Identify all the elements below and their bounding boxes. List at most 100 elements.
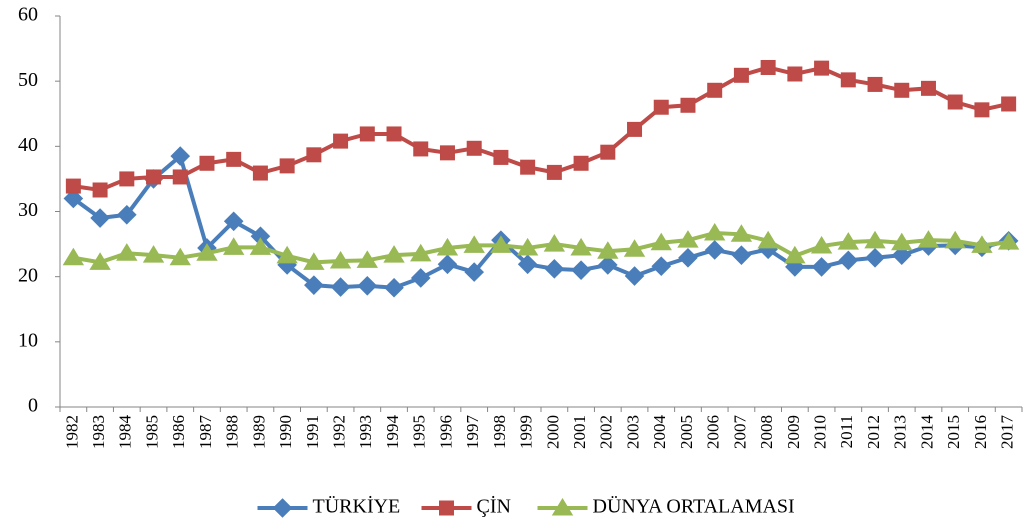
point (546, 164, 562, 180)
point (464, 262, 485, 282)
x-tick-label: 1998 (490, 415, 509, 449)
y-tick-label: 20 (18, 264, 38, 286)
point (330, 277, 351, 297)
y-tick-label: 10 (18, 329, 38, 351)
point (357, 275, 378, 296)
point (810, 235, 833, 254)
point (704, 240, 725, 260)
x-tick-label: 1992 (329, 415, 348, 449)
point (146, 169, 162, 185)
point (490, 235, 512, 253)
x-tick-label: 1995 (410, 415, 429, 449)
x-tick-label: 2015 (944, 415, 963, 449)
point (116, 204, 137, 225)
point (90, 208, 110, 228)
x-tick-label: 1982 (62, 415, 81, 449)
x-tick-label: 2013 (891, 415, 910, 449)
point (329, 250, 352, 269)
point (543, 234, 566, 252)
point (730, 224, 753, 242)
x-tick-label: 2001 (570, 415, 589, 449)
legend-label: DÜNYA ORTALAMASI (593, 495, 795, 518)
point (838, 250, 859, 271)
y-tick-label: 40 (18, 134, 38, 156)
point (116, 243, 138, 261)
point (731, 245, 752, 265)
point (520, 159, 536, 175)
x-tick-label: 1986 (169, 415, 188, 449)
point (947, 94, 963, 110)
point (333, 133, 349, 149)
x-tick-label: 1985 (142, 415, 161, 449)
point (356, 250, 378, 268)
x-tick-label: 1984 (116, 415, 135, 450)
point (306, 147, 322, 163)
point (571, 260, 591, 280)
x-tick-label: 2011 (837, 415, 856, 448)
x-tick-label: 2010 (810, 415, 829, 449)
point (196, 243, 218, 261)
x-tick-label: 2009 (784, 415, 803, 449)
point (142, 245, 165, 263)
x-tick-label: 1991 (303, 415, 322, 449)
point (92, 182, 108, 198)
point (516, 237, 539, 256)
legend-marker (272, 498, 293, 518)
point (410, 268, 431, 288)
point (359, 126, 375, 142)
x-tick-label: 1999 (517, 415, 536, 449)
point (384, 277, 404, 298)
x-tick-label: 1988 (223, 415, 242, 449)
y-tick-label: 30 (18, 199, 38, 221)
point (787, 66, 803, 82)
x-tick-label: 2017 (998, 415, 1017, 450)
point (65, 178, 81, 194)
y-tick-label: 0 (28, 395, 38, 417)
point (733, 67, 749, 83)
point (974, 102, 990, 118)
point (436, 237, 459, 256)
point (570, 237, 592, 256)
point (867, 76, 883, 92)
point (624, 266, 645, 286)
x-tick-label: 2014 (917, 415, 936, 450)
point (971, 235, 993, 253)
point (917, 230, 940, 248)
point (89, 252, 111, 270)
point (410, 243, 432, 262)
point (386, 126, 402, 142)
x-tick-label: 2008 (757, 415, 776, 449)
point (437, 254, 458, 275)
x-tick-label: 2002 (597, 415, 616, 449)
x-tick-label: 1993 (356, 415, 375, 449)
x-tick-label: 2012 (864, 415, 883, 449)
point (413, 141, 429, 157)
point (304, 275, 324, 295)
point (837, 232, 859, 250)
point (891, 232, 913, 251)
point (891, 245, 912, 265)
point (463, 235, 485, 253)
point (680, 97, 696, 113)
point (865, 247, 885, 268)
point (252, 165, 268, 181)
point (627, 121, 643, 137)
point (650, 232, 672, 251)
point (172, 169, 188, 185)
point (944, 230, 966, 249)
point (920, 80, 936, 96)
x-tick-label: 1987 (196, 415, 215, 450)
point (249, 237, 272, 255)
x-tick-label: 1989 (249, 415, 268, 449)
legend-label: ÇİN (477, 495, 511, 518)
x-tick-label: 2007 (730, 415, 749, 450)
legend-label: TÜRKİYE (313, 495, 401, 518)
point (223, 211, 244, 232)
legend-marker (551, 497, 574, 516)
x-tick-label: 1990 (276, 415, 295, 449)
point (439, 145, 455, 161)
point (493, 149, 509, 165)
point (573, 155, 589, 171)
point (997, 232, 1020, 250)
